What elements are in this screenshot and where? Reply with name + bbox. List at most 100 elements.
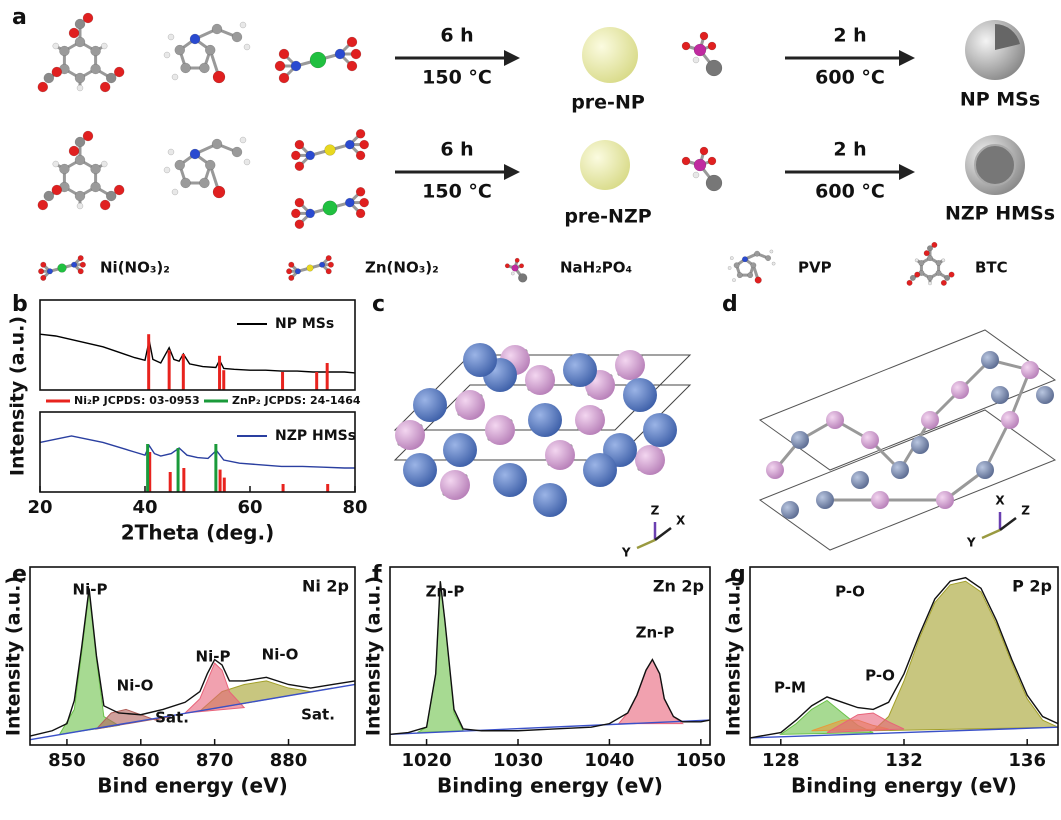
atom xyxy=(51,184,63,196)
atom xyxy=(294,197,305,208)
atom xyxy=(927,245,933,252)
peak-annotation: Zn-P xyxy=(636,624,675,642)
atom xyxy=(306,264,314,272)
atom xyxy=(294,219,305,229)
x-axis-label: 2Theta (deg.) xyxy=(121,521,274,545)
atom xyxy=(705,174,723,192)
atom xyxy=(243,43,251,51)
atom xyxy=(643,413,677,447)
atom xyxy=(518,273,528,283)
atom xyxy=(243,158,251,166)
atom xyxy=(707,156,717,166)
atom xyxy=(941,258,946,263)
atom xyxy=(514,257,520,263)
atom xyxy=(826,411,844,429)
atom xyxy=(74,136,86,148)
spectrum-line xyxy=(39,333,356,374)
sphere xyxy=(582,27,638,83)
atom xyxy=(525,365,555,395)
plot-area xyxy=(389,581,711,736)
atom xyxy=(40,274,47,281)
atom xyxy=(68,27,80,39)
panel-label: a xyxy=(12,5,27,30)
atom xyxy=(51,66,63,78)
peak-annotation: Sat. xyxy=(301,706,335,724)
plot-frame xyxy=(29,566,356,746)
atom xyxy=(976,461,994,479)
atom xyxy=(443,433,477,467)
atom xyxy=(167,148,175,156)
atom xyxy=(699,31,709,41)
atom xyxy=(113,66,125,78)
atom xyxy=(319,261,326,268)
legend-label: NZP HMSs xyxy=(275,428,356,444)
atom xyxy=(931,241,938,248)
atom xyxy=(76,84,84,92)
y-axis-label: Intensity (a.u.) xyxy=(363,576,385,736)
plot-frame xyxy=(39,411,356,493)
atom xyxy=(791,431,809,449)
x-tick-label: 40 xyxy=(132,497,157,518)
plot-area xyxy=(749,576,1059,739)
atom xyxy=(699,146,709,156)
x-tick-label: 1030 xyxy=(493,750,543,771)
arrow-head xyxy=(504,50,520,66)
x-tick-label: 880 xyxy=(270,750,308,771)
atom xyxy=(74,154,86,166)
atom xyxy=(1001,411,1019,429)
peak-component xyxy=(183,662,246,714)
x-axis-label: Bind energy (eV) xyxy=(97,774,288,798)
atom xyxy=(918,260,925,267)
panel-label: c xyxy=(372,292,385,317)
atom xyxy=(324,144,336,156)
atom xyxy=(327,261,334,268)
atom xyxy=(211,138,223,150)
atom xyxy=(727,266,732,270)
atom xyxy=(231,31,243,43)
atom xyxy=(199,177,210,189)
panel-label: b xyxy=(12,292,28,317)
atom xyxy=(1021,361,1039,379)
axis-arrow xyxy=(654,527,672,541)
atom xyxy=(563,353,597,387)
peak-component xyxy=(617,658,685,725)
atom xyxy=(174,159,186,171)
x-tick-label: 20 xyxy=(27,497,52,518)
atom xyxy=(43,72,55,84)
intermediate-label: pre-NZP xyxy=(564,206,651,228)
atom xyxy=(239,21,247,29)
legend-label: BTC xyxy=(975,259,1008,277)
peak-component xyxy=(871,580,1059,732)
atom xyxy=(765,255,772,262)
atom xyxy=(334,48,346,60)
atom xyxy=(851,471,869,489)
atom xyxy=(305,150,315,161)
atom xyxy=(71,261,78,268)
atom xyxy=(914,258,919,263)
atom xyxy=(82,130,94,142)
atom xyxy=(623,378,657,412)
atom xyxy=(350,48,362,60)
atom xyxy=(766,461,784,479)
x-axis-label: Binding energy (eV) xyxy=(437,774,663,798)
axis-label: Z xyxy=(1021,503,1030,517)
x-tick-label: 1040 xyxy=(584,750,634,771)
atom xyxy=(948,271,955,278)
atom xyxy=(355,187,366,197)
atom xyxy=(816,491,834,509)
peak-annotation: Ni-O xyxy=(262,646,299,664)
atom xyxy=(322,200,338,216)
atom xyxy=(163,51,171,59)
atom xyxy=(504,263,510,269)
atom xyxy=(74,36,86,48)
atom xyxy=(74,18,86,30)
atom xyxy=(359,197,369,208)
intermediate-label: pre-NP xyxy=(571,92,645,114)
atom xyxy=(309,51,327,69)
atom xyxy=(212,70,226,84)
atom xyxy=(395,420,425,450)
condition-time: 2 h xyxy=(833,25,866,47)
atom xyxy=(583,453,617,487)
atom xyxy=(52,160,60,168)
unit-cell xyxy=(758,329,1057,471)
